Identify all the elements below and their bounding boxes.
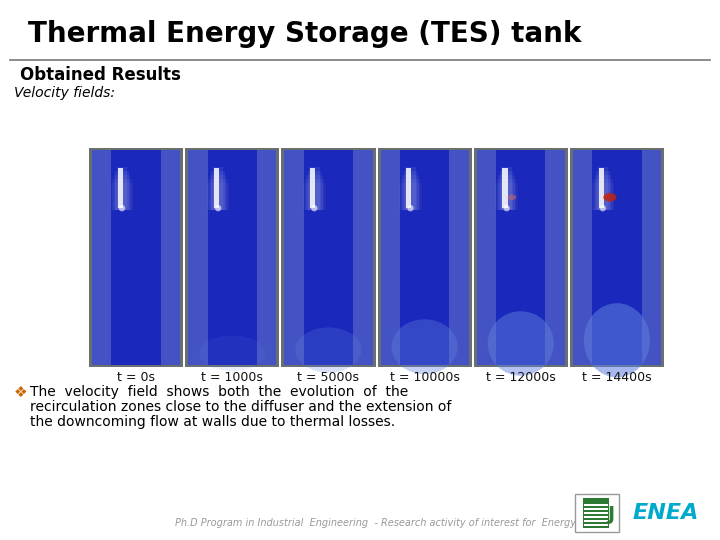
Ellipse shape — [392, 319, 458, 374]
Bar — [495, 183, 518, 210]
Bar — [284, 150, 372, 365]
Bar — [592, 183, 614, 210]
Bar — [282, 148, 376, 367]
Text: t = 14400s: t = 14400s — [582, 371, 652, 384]
Bar — [305, 179, 324, 210]
Text: ❖: ❖ — [14, 385, 27, 400]
Bar — [584, 516, 608, 518]
Bar — [207, 183, 230, 210]
Bar — [404, 171, 418, 210]
Bar — [214, 168, 219, 208]
Bar — [497, 179, 516, 210]
Bar — [598, 167, 608, 210]
Ellipse shape — [295, 327, 361, 373]
Bar — [210, 175, 226, 210]
Bar — [89, 148, 183, 367]
Ellipse shape — [199, 335, 265, 371]
Bar — [405, 167, 415, 210]
Bar — [449, 150, 469, 365]
Bar — [503, 168, 508, 208]
Bar — [626, 496, 706, 530]
Bar — [474, 148, 568, 367]
Text: t = 10000s: t = 10000s — [390, 371, 459, 384]
Bar — [595, 175, 611, 210]
Text: the downcoming flow at walls due to thermal losses.: the downcoming flow at walls due to ther… — [30, 415, 395, 429]
Bar — [111, 183, 133, 210]
Bar — [309, 167, 320, 210]
Bar — [380, 150, 400, 365]
Bar — [584, 508, 608, 510]
Bar — [401, 179, 420, 210]
Text: t = 5000s: t = 5000s — [297, 371, 359, 384]
Ellipse shape — [503, 205, 510, 212]
Text: t = 12000s: t = 12000s — [486, 371, 556, 384]
Text: Velocity fields:: Velocity fields: — [14, 86, 115, 100]
Bar — [353, 150, 372, 365]
Bar — [185, 148, 279, 367]
Bar — [546, 150, 564, 365]
Bar — [500, 171, 513, 210]
Text: t = 1000s: t = 1000s — [202, 371, 264, 384]
Bar — [303, 183, 325, 210]
Bar — [498, 175, 515, 210]
Ellipse shape — [603, 193, 616, 201]
Bar — [570, 148, 664, 367]
Ellipse shape — [119, 205, 125, 212]
Bar — [642, 150, 661, 365]
Text: J: J — [608, 505, 615, 524]
Bar — [306, 175, 323, 210]
Bar — [584, 520, 608, 522]
Bar — [402, 175, 419, 210]
Bar — [573, 150, 593, 365]
Bar — [188, 150, 276, 365]
Bar — [208, 179, 228, 210]
Bar — [399, 183, 422, 210]
Bar — [284, 150, 304, 365]
Ellipse shape — [215, 205, 221, 212]
Bar — [406, 168, 411, 208]
Ellipse shape — [584, 303, 650, 377]
Bar — [257, 150, 276, 365]
Bar — [477, 150, 496, 365]
Bar — [575, 494, 619, 532]
Bar — [598, 168, 604, 208]
Bar — [307, 171, 321, 210]
Bar — [212, 171, 225, 210]
Bar — [115, 171, 129, 210]
Bar — [377, 148, 472, 367]
Bar — [501, 167, 512, 210]
Bar — [161, 150, 180, 365]
Bar — [112, 179, 132, 210]
Text: t = 0s: t = 0s — [117, 371, 155, 384]
Bar — [593, 179, 613, 210]
Bar — [584, 512, 608, 514]
Bar — [114, 175, 130, 210]
Text: The  velocity  field  shows  both  the  evolution  of  the: The velocity field shows both the evolut… — [30, 385, 408, 399]
Text: recirculation zones close to the diffuser and the extension of: recirculation zones close to the diffuse… — [30, 400, 451, 414]
Bar — [213, 167, 223, 210]
Bar — [596, 171, 610, 210]
Bar — [583, 498, 609, 528]
Bar — [117, 168, 123, 208]
Bar — [92, 150, 180, 365]
Bar — [477, 150, 564, 365]
Bar — [584, 504, 608, 506]
Bar — [310, 168, 315, 208]
Bar — [584, 524, 608, 526]
Text: Thermal Energy Storage (TES) tank: Thermal Energy Storage (TES) tank — [28, 20, 581, 48]
Ellipse shape — [600, 205, 606, 212]
Ellipse shape — [408, 205, 414, 212]
Bar — [573, 150, 661, 365]
Text: ENEA: ENEA — [633, 503, 699, 523]
Bar — [188, 150, 207, 365]
Text: Obtained Results: Obtained Results — [20, 66, 181, 84]
Bar — [380, 150, 469, 365]
Ellipse shape — [487, 311, 554, 376]
Text: Ph.D Program in Industrial  Engineering  - Research activity of interest for  En: Ph.D Program in Industrial Engineering -… — [175, 518, 576, 528]
Bar — [117, 167, 127, 210]
Ellipse shape — [311, 205, 318, 212]
Ellipse shape — [508, 194, 516, 200]
Bar — [92, 150, 112, 365]
